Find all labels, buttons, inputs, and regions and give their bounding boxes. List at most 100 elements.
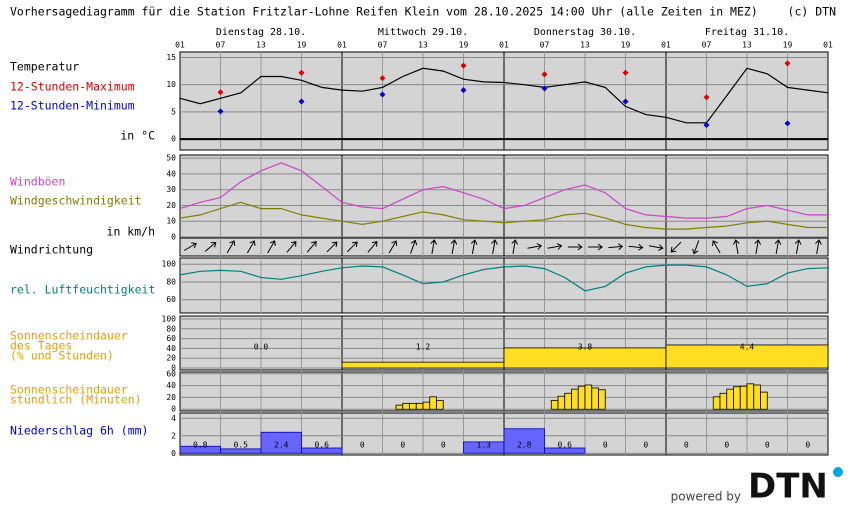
day-label: Mittwoch 29.10. bbox=[378, 27, 468, 38]
wind-arrow bbox=[815, 239, 822, 254]
y-tick-label: 20 bbox=[166, 393, 176, 402]
y-tick-label: 15 bbox=[166, 53, 176, 62]
wind-arrow bbox=[628, 243, 644, 251]
y-tick-label: 0 bbox=[171, 135, 176, 144]
value-label: 0 bbox=[441, 441, 446, 450]
y-tick-label: 0 bbox=[171, 233, 176, 242]
y-tick-label: 0 bbox=[171, 364, 176, 373]
data-line bbox=[179, 67, 829, 124]
hour-tick-label: 13 bbox=[418, 41, 428, 50]
hour-tick-label: 19 bbox=[783, 41, 793, 50]
hour-tick-label: 13 bbox=[742, 41, 752, 50]
bar bbox=[557, 395, 566, 410]
y-tick-label: 40 bbox=[166, 344, 176, 353]
value-label: 1.2 bbox=[416, 343, 431, 352]
wind-arrow bbox=[547, 243, 563, 250]
bar bbox=[503, 428, 545, 454]
bar bbox=[436, 399, 444, 410]
wind-arrow bbox=[388, 240, 398, 254]
bar bbox=[544, 447, 586, 454]
wind-arrow bbox=[491, 239, 498, 254]
marker bbox=[784, 120, 791, 127]
y-tick-label: 5 bbox=[171, 107, 176, 116]
y-tick-label: 4 bbox=[171, 414, 176, 423]
y-tick-label: 20 bbox=[166, 354, 176, 363]
copyright: (c) DTN bbox=[788, 5, 837, 19]
bar bbox=[746, 383, 755, 410]
marker bbox=[298, 98, 305, 105]
panel-title: Sonnenscheindauer bbox=[10, 383, 128, 397]
marker bbox=[703, 94, 710, 101]
value-label: 0.6 bbox=[315, 441, 330, 450]
wind-arrow bbox=[470, 239, 478, 254]
bar bbox=[260, 431, 302, 454]
wind-arrow bbox=[648, 244, 664, 251]
hour-tick-label: 19 bbox=[621, 41, 631, 50]
value-label: 2.8 bbox=[517, 441, 532, 450]
wind-arrow bbox=[754, 239, 762, 254]
wind-arrow bbox=[326, 241, 338, 253]
marker bbox=[379, 75, 386, 82]
wind-arrow bbox=[527, 243, 543, 250]
value-label: 0 bbox=[684, 441, 689, 450]
logo-dot bbox=[833, 467, 843, 477]
marker bbox=[460, 62, 467, 69]
marker bbox=[217, 89, 224, 96]
y-tick-label: 10 bbox=[166, 217, 176, 226]
value-label: 3.8 bbox=[578, 343, 593, 352]
bar bbox=[719, 392, 728, 410]
data-line bbox=[179, 162, 828, 219]
hour-tick-label: 07 bbox=[702, 41, 712, 50]
wind-arrow bbox=[794, 239, 802, 254]
y-tick-label: 2 bbox=[171, 431, 176, 440]
wind-arrow bbox=[226, 240, 236, 254]
y-tick-label: 60 bbox=[166, 334, 176, 343]
y-tick-label: 20 bbox=[166, 201, 176, 210]
panel-title: stündlich (Minuten) bbox=[10, 393, 142, 407]
wind-arrow bbox=[712, 240, 721, 254]
value-label: 0 bbox=[400, 441, 405, 450]
day-label: Freitag 31.10. bbox=[705, 27, 789, 38]
hour-tick-label: 13 bbox=[580, 41, 590, 50]
wind-arrow bbox=[450, 239, 458, 254]
marker bbox=[622, 98, 629, 105]
hour-tick-label: 19 bbox=[297, 41, 307, 50]
logo: DTN bbox=[748, 467, 828, 507]
wind-arrow bbox=[286, 240, 297, 253]
hour-tick-label: 07 bbox=[216, 41, 226, 50]
bar bbox=[733, 386, 741, 410]
bar bbox=[301, 447, 343, 454]
wind-arrow bbox=[511, 239, 519, 254]
wind-arrow bbox=[692, 240, 700, 255]
y-tick-label: 60 bbox=[166, 295, 176, 304]
wind-arrow bbox=[567, 243, 583, 251]
hour-tick-label: 01 bbox=[337, 41, 347, 50]
wind-arrow bbox=[608, 243, 624, 251]
wind-arrow bbox=[183, 242, 197, 251]
title: Vorhersagediagramm für die Station Fritz… bbox=[10, 5, 758, 19]
unit-label: in km/h bbox=[107, 225, 155, 239]
wind-arrow bbox=[588, 243, 603, 251]
value-label: 0.5 bbox=[234, 441, 249, 450]
y-tick-label: 0 bbox=[171, 449, 176, 458]
bar bbox=[409, 402, 417, 410]
bar bbox=[422, 401, 431, 410]
y-tick-label: 100 bbox=[162, 260, 177, 269]
y-tick-label: 60 bbox=[166, 369, 176, 378]
legend-entry: 12-Stunden-Maximum bbox=[10, 80, 135, 94]
wind-arrow bbox=[204, 241, 217, 252]
value-label: 0 bbox=[724, 441, 729, 450]
bar bbox=[341, 361, 505, 369]
value-label: 0 bbox=[643, 441, 648, 450]
y-tick-label: 40 bbox=[166, 381, 176, 390]
marker bbox=[379, 91, 386, 98]
wind-arrow bbox=[246, 240, 256, 254]
y-tick-label: 100 bbox=[162, 314, 177, 323]
data-line bbox=[179, 201, 828, 230]
wind-arrow bbox=[367, 240, 378, 253]
y-tick-label: 10 bbox=[166, 80, 176, 89]
bar bbox=[564, 392, 572, 410]
hour-tick-label: 01 bbox=[499, 41, 509, 50]
wind-arrow bbox=[267, 240, 276, 254]
